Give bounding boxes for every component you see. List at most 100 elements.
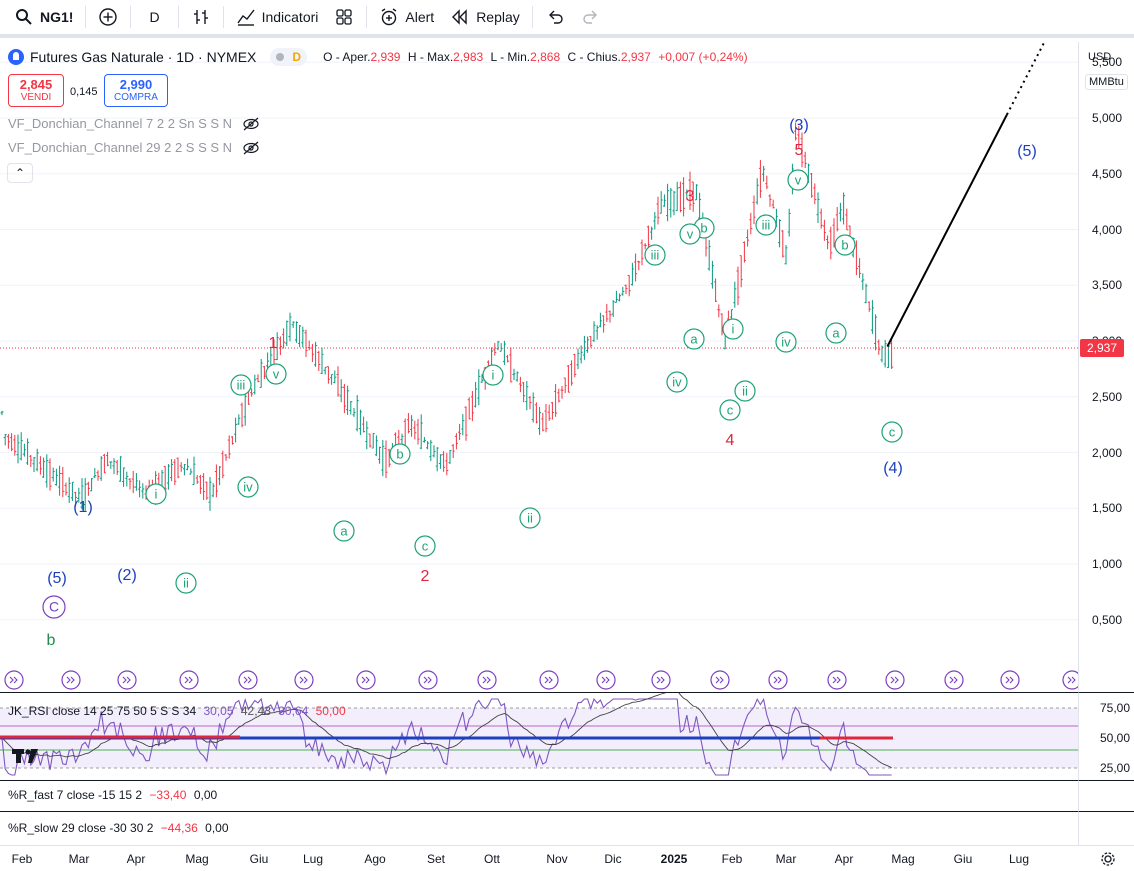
ohlc-bar [381,440,385,477]
wr-fast-value-1: −33,40 [149,788,187,802]
svg-text:a: a [832,325,840,340]
ohlc-bar [477,369,481,406]
ohlc-bar [253,374,257,395]
price-scale[interactable]: USD MMBtu 5,5005,0004,5004,0003,5003,000… [1078,42,1134,692]
event-marker-icon[interactable] [1000,670,1020,690]
svg-text:iv: iv [781,334,791,349]
replay-button[interactable]: Replay [442,2,528,32]
event-marker-icon[interactable] [477,670,497,690]
wave-circle-i: i [722,318,744,340]
event-marker-icon[interactable] [356,670,376,690]
undo-button[interactable] [537,2,573,32]
rsi-value-1: 30,05 [203,704,234,718]
indicators-button[interactable]: Indicatori [228,2,327,32]
event-marker-icon[interactable] [768,670,788,690]
ohlc-bar [198,474,202,494]
wave-circle-v: v [787,169,809,191]
compare-button[interactable] [90,2,126,32]
ohlc-bar [512,368,516,381]
ohlc-bar [560,385,564,399]
chart-type-button[interactable] [183,2,219,32]
ohlc-bar [541,412,545,432]
event-marker-icon[interactable] [294,670,314,690]
projection-line-dotted[interactable] [1006,42,1051,116]
search-icon [16,9,32,25]
gear-icon[interactable] [1100,851,1116,867]
ohlc-bar [579,345,583,364]
price-chart[interactable]: 12345(1)(2)(3)(4)(5)(5)Cbiiiiiiivvabciii… [0,42,1078,692]
symbol-search[interactable]: NG1! [6,2,81,32]
separator [177,6,179,28]
sell-button[interactable]: 2,845 VENDI [8,74,64,107]
alert-label: Alert [405,9,435,25]
event-marker-icon[interactable] [238,670,258,690]
event-marker-icon[interactable] [61,670,81,690]
templates-button[interactable] [326,2,362,32]
wave-circle-b: b [389,443,411,465]
event-marker-icon[interactable] [710,670,730,690]
wr-slow-label: %R_slow 29 close -30 30 2 [8,821,154,835]
ohlc-bar [426,440,430,450]
indicator-donchian-7[interactable]: VF_Donchian_Channel 7 2 2 Sn S S N [8,116,260,131]
price-tick-label: 5,500 [1091,55,1122,70]
close-value: 2,937 [620,50,651,64]
event-marker-icon[interactable] [827,670,847,690]
ohlc-bar [118,456,122,482]
time-axis[interactable]: Feb Mar Apr Mag Giu Lug Ago Set Ott Nov Dic 2025 Feb… [0,845,1134,871]
ohlc-bar [768,194,772,207]
event-marker-icon[interactable] [651,670,671,690]
ohlc-bar [778,219,782,248]
wave-label-b: b [47,632,56,649]
ohlc-bar [211,483,215,498]
wr-slow-pane[interactable]: %R_slow 29 close -30 30 2 −44,36 0,00 [0,811,1078,845]
event-marker-icon[interactable] [4,670,24,690]
ohlc-bar [58,465,62,496]
indicator-donchian-29[interactable]: VF_Donchian_Channel 29 2 2 S S S N [8,140,260,155]
market-status-pill[interactable]: D [270,48,308,66]
ohlc-bar [688,171,692,211]
ohlc-bar [99,456,103,481]
eye-hidden-icon[interactable] [242,141,260,155]
projection-line[interactable] [886,114,1008,348]
time-tick-label: Ago [364,852,386,866]
tradingview-logo-icon[interactable] [12,749,38,763]
eye-hidden-icon[interactable] [242,117,260,131]
collapse-legend-button[interactable]: ⌃ [7,163,33,183]
svg-text:v: v [795,172,802,187]
interval-button[interactable]: D [135,2,173,32]
redo-button[interactable] [573,2,609,32]
ohlc-bar [3,433,7,446]
time-tick-label: Mar [775,852,797,866]
ohlc-bar [285,320,289,347]
ohlc-bar [672,190,676,216]
unit-selector[interactable]: MMBtu [1085,74,1128,90]
wave-circle-iii: iii [230,374,252,396]
rsi-value-3: 30,64 [278,704,309,718]
ohlc-bar [528,395,532,410]
ohlc-bar [765,175,769,190]
event-marker-icon[interactable] [539,670,559,690]
rsi-chart[interactable] [0,693,1078,781]
ohlc-bar [86,481,90,496]
ohlc-bar [38,456,42,475]
ohlc-bar [451,443,455,459]
alert-button[interactable]: Alert [371,2,442,32]
wr-fast-pane[interactable]: %R_fast 7 close -15 15 2 −33,40 0,00 [0,780,1078,811]
event-marker-icon[interactable] [117,670,137,690]
ohlc-bar [816,192,820,223]
buy-button[interactable]: 2,990 COMPRA [104,74,168,107]
wr-slow-value-1: −44,36 [160,821,198,835]
event-marker-icon[interactable] [1062,670,1078,690]
currency-selector[interactable]: USD [1088,51,1112,63]
separator [531,6,533,28]
rsi-pane[interactable]: JK_RSI close 14 25 75 50 5 S S 34 30,05 … [0,692,1078,780]
interval-label: D [149,9,160,25]
event-marker-icon[interactable] [596,670,616,690]
event-marker-icon[interactable] [418,670,438,690]
event-marker-icon[interactable] [944,670,964,690]
price-tick-label: 4,000 [1091,222,1122,237]
event-marker-icon[interactable] [179,670,199,690]
event-marker-icon[interactable] [885,670,905,690]
ohlc-bar [614,290,618,303]
